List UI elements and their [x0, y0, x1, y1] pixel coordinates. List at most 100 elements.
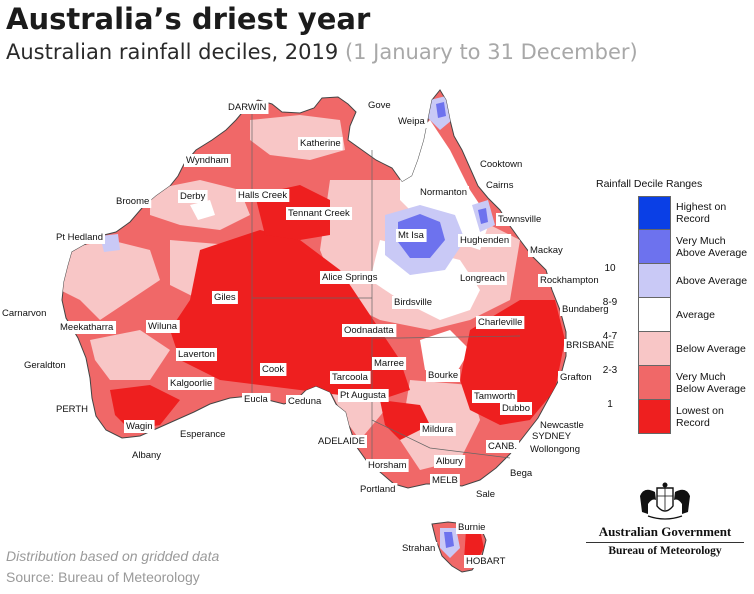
town-grafton: Grafton — [560, 372, 592, 383]
town-canb: CANB. — [488, 441, 517, 452]
town-label-box — [430, 474, 460, 487]
town-label-box — [366, 459, 409, 472]
footnote: Distribution based on gridded data — [6, 548, 220, 564]
town-label-box — [330, 371, 371, 384]
town-birdsville: Birdsville — [394, 297, 432, 308]
town-wyndham: Wyndham — [186, 155, 229, 166]
town-label-box — [418, 186, 469, 199]
town-townsville: Townsville — [498, 214, 541, 225]
legend-label: Very Much Above Average — [676, 235, 754, 259]
town-label-box — [538, 419, 586, 432]
legend-label-line1: Highest on — [676, 201, 727, 213]
town-label-box — [484, 179, 516, 192]
legend-row: Lowest on Record — [588, 400, 754, 434]
town-label-box — [178, 190, 208, 203]
agency-divider — [586, 542, 744, 543]
legend-label: Average — [676, 309, 754, 321]
legend-label-line2: Record — [676, 213, 710, 225]
town-label-box — [226, 101, 269, 114]
town-bundaberg: Bundaberg — [562, 304, 608, 315]
town-label-box — [130, 449, 164, 462]
town-derby: Derby — [180, 191, 206, 202]
zone-very-much-above-tasmania — [444, 532, 454, 548]
town-label-box — [338, 389, 389, 402]
legend-label-line1: Lowest on — [676, 405, 724, 417]
town-alice-springs: Alice Springs — [322, 272, 378, 283]
town-hughenden: Hughenden — [460, 235, 509, 246]
agency-bureau: Bureau of Meteorology — [608, 545, 722, 557]
legend-label-line1: Very Much — [676, 371, 726, 383]
town-label-box — [528, 244, 565, 257]
town-strahan: Strahan — [402, 543, 435, 554]
town-horsham: Horsham — [368, 460, 407, 471]
source-credit: Source: Bureau of Meteorology — [6, 569, 200, 585]
town-label-box — [486, 440, 520, 453]
town-meekatharra: Meekatharra — [60, 322, 114, 333]
town-longreach: Longreach — [460, 273, 505, 284]
town-label-box — [184, 154, 231, 167]
legend-swatch — [638, 298, 671, 332]
town-halls-creek: Halls Creek — [238, 190, 287, 201]
subtitle-main: Australian rainfall deciles, 2019 — [6, 40, 339, 64]
town-cook: Cook — [262, 364, 284, 375]
state-borders — [251, 104, 521, 470]
town-label-box — [178, 428, 228, 441]
town-newcastle: Newcastle — [540, 420, 584, 431]
legend-decile: 10 — [604, 263, 616, 274]
town-carnarvon: Carnarvon — [2, 308, 46, 319]
town-label-box — [58, 321, 117, 334]
legend-row: 10 Very Much Above Average — [588, 230, 754, 274]
town-katherine: Katherine — [300, 138, 341, 149]
town-sale: Sale — [476, 489, 495, 500]
town-label-box — [168, 377, 215, 390]
town-hobart: HOBART — [466, 556, 506, 567]
town-label-box — [458, 234, 512, 247]
town-label-box — [508, 467, 535, 480]
legend-label: Above Average — [676, 275, 754, 287]
town-label-box — [434, 455, 466, 468]
town-weipa: Weipa — [398, 116, 425, 127]
town-label-box — [392, 296, 435, 309]
legend-label-line2: Below Average — [676, 383, 746, 395]
town-label-box — [456, 521, 488, 534]
legend-label: Lowest on Record — [676, 405, 754, 429]
town-label-box — [124, 420, 155, 433]
zone-average-wa-patch — [190, 200, 215, 220]
legend-decile: 4-7 — [602, 331, 618, 342]
town-burnie: Burnie — [458, 522, 485, 533]
town-label-box — [530, 430, 574, 443]
town-charleville: Charleville — [478, 317, 522, 328]
town-gove: Gove — [368, 100, 391, 111]
zone-average-nsw-west — [420, 330, 470, 375]
town-label-box — [426, 369, 461, 382]
town-label-box — [372, 357, 407, 370]
town-esperance: Esperance — [180, 429, 225, 440]
legend-decile: 8-9 — [602, 297, 618, 308]
town-label-box — [22, 359, 68, 372]
town-perth: PERTH — [56, 404, 88, 415]
town-label-box — [396, 115, 428, 128]
town-laverton: Laverton — [178, 349, 215, 360]
border-qld-nsw — [372, 335, 521, 339]
town-rockhampton: Rockhampton — [540, 275, 599, 286]
town-label-box — [472, 390, 518, 403]
subtitle-dates: (1 January to 31 December) — [344, 40, 638, 64]
coat-of-arms-icon — [640, 482, 690, 520]
town-wollongong: Wollongong — [530, 444, 580, 455]
legend-swatch — [638, 264, 671, 298]
town-label-box — [358, 483, 398, 496]
town-dubbo: Dubbo — [502, 403, 530, 414]
town-pt-hedland: Pt Hedland — [56, 232, 103, 243]
town-label-box — [286, 395, 324, 408]
town-mildura: Mildura — [422, 424, 454, 435]
town-mackay: Mackay — [530, 245, 563, 256]
town-pt-augusta: Pt Augusta — [340, 390, 387, 401]
legend-title: Rainfall Decile Ranges — [596, 178, 703, 190]
town-portland: Portland — [360, 484, 395, 495]
legend-label-line1: Below Average — [676, 343, 746, 355]
agency-government: Australian Government — [598, 524, 732, 539]
town-adelaide: ADELAIDE — [318, 436, 365, 447]
town-label-box — [242, 393, 271, 406]
town-labels: DARWIN Gove Weipa Katherine Cooktown Cai… — [0, 99, 617, 568]
